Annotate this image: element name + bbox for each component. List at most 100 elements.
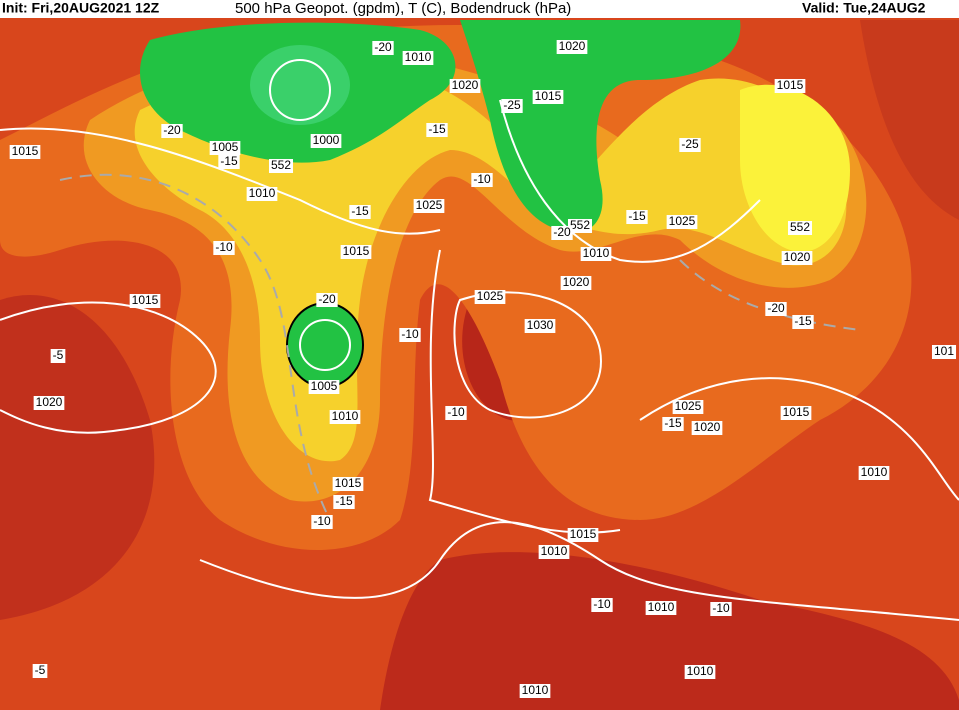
label-box: [129, 294, 161, 308]
label-box: [560, 276, 592, 290]
isoline-label: 1015: [535, 89, 562, 103]
isoline-label: 1020: [36, 395, 63, 409]
isoline-label: 1015: [132, 293, 159, 307]
map-label: 1010: [858, 465, 890, 480]
isoline-label: -10: [712, 601, 730, 615]
label-box: [426, 123, 448, 137]
map-label: 1010: [402, 50, 434, 65]
label-box: [32, 664, 48, 678]
label-box: [50, 349, 66, 363]
isoline-label: 1010: [332, 409, 359, 423]
label-box: [218, 155, 240, 169]
label-box: [332, 477, 364, 491]
map-label: -15: [333, 494, 355, 509]
label-box: [645, 601, 677, 615]
map-label: 552: [567, 218, 593, 233]
isoline-label: -15: [428, 122, 446, 136]
isoline-label: 1015: [335, 476, 362, 490]
label-box: [402, 51, 434, 65]
map-label: 1010: [538, 544, 570, 559]
isobar: [428, 249, 621, 534]
isoline-label: 1010: [687, 664, 714, 678]
map-label: -15: [218, 154, 240, 169]
label-box: [310, 134, 342, 148]
map-label: -15: [349, 204, 371, 219]
map-label: 1015: [9, 144, 41, 159]
label-box: [445, 406, 467, 420]
isobar: [0, 301, 217, 434]
label-box: [532, 90, 564, 104]
label-box: [316, 293, 338, 307]
map-label: -10: [445, 405, 467, 420]
warm-region: [0, 295, 155, 620]
label-box: [449, 79, 481, 93]
label-box: [308, 380, 340, 394]
map-label: -10: [311, 514, 333, 529]
isoline-label: -25: [503, 98, 521, 112]
label-box: [246, 187, 278, 201]
isoline-label: -20: [318, 292, 336, 306]
isoline-label: -15: [351, 204, 369, 218]
isoline-label: 1015: [12, 144, 39, 158]
isoline-label: -10: [593, 597, 611, 611]
label-box: [268, 159, 294, 173]
label-box: [666, 215, 698, 229]
header-bar: [0, 0, 959, 18]
warm-region: [380, 552, 959, 710]
map-label: 1015: [332, 476, 364, 491]
isoline-label: 1010: [648, 600, 675, 614]
label-box: [551, 226, 573, 240]
map-label: -20: [316, 292, 338, 307]
cold-region: [740, 84, 850, 252]
isoline-label: -5: [35, 663, 46, 677]
isoline-label: 1010: [405, 50, 432, 64]
label-box: [591, 598, 613, 612]
map-label: -25: [679, 137, 701, 152]
label-box: [710, 602, 732, 616]
map-label: -5: [32, 663, 48, 678]
very-cold-region: [286, 302, 364, 388]
label-box: [774, 79, 806, 93]
isoline-label: -15: [664, 416, 682, 430]
label-box: [9, 145, 41, 159]
isoline-label: 1010: [583, 246, 610, 260]
isoline-label: -10: [401, 327, 419, 341]
isoline-label: -10: [473, 172, 491, 186]
isoline-label: 1025: [669, 214, 696, 228]
isobar: [639, 377, 959, 501]
map-label: -20: [161, 123, 183, 138]
map-label: 1025: [413, 198, 445, 213]
isobar: [269, 59, 331, 121]
map-label: 1010: [519, 683, 551, 698]
label-box: [329, 410, 361, 424]
isoline-label: 1015: [783, 405, 810, 419]
warm-region: [860, 20, 959, 220]
isoline-label: -15: [335, 494, 353, 508]
map-label: 1025: [666, 214, 698, 229]
label-box: [519, 684, 551, 698]
isoline-label: -25: [681, 137, 699, 151]
label-box: [349, 205, 371, 219]
isoline-label: 1020: [559, 39, 586, 53]
isoline-label: 552: [570, 218, 590, 232]
isoline-label: -20: [374, 40, 392, 54]
map-label: 1015: [567, 527, 599, 542]
very-cold-core: [250, 45, 350, 125]
map-label: 1000: [310, 133, 342, 148]
isoline-label: -5: [53, 348, 64, 362]
label-box: [471, 173, 493, 187]
map-label: -15: [662, 416, 684, 431]
isoline-label: 1025: [416, 198, 443, 212]
map-label: 1015: [774, 78, 806, 93]
label-box: [679, 138, 701, 152]
label-box: [792, 315, 814, 329]
label-box: [580, 247, 612, 261]
isoline-label: 1010: [249, 186, 276, 200]
isoline-label: -10: [447, 405, 465, 419]
isobar: [299, 319, 351, 371]
label-box: [311, 515, 333, 529]
map-label: 1010: [246, 186, 278, 201]
isoline-label: -20: [163, 123, 181, 137]
map-label: 1015: [532, 89, 564, 104]
